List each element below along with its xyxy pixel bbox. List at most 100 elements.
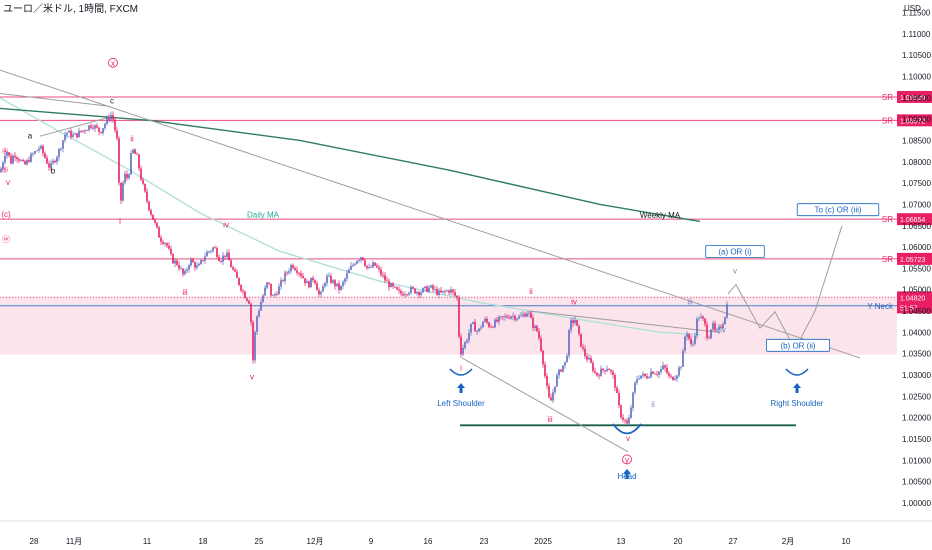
candle-body xyxy=(234,269,236,272)
candle-body xyxy=(310,277,312,288)
candle-body xyxy=(416,291,418,294)
y-tick-label: 1.01500 xyxy=(902,435,931,444)
candle-body xyxy=(64,134,66,141)
candle-body xyxy=(218,256,220,262)
candle-body xyxy=(532,318,534,328)
candle-body xyxy=(268,282,270,284)
candle-body xyxy=(412,287,414,289)
candle-body xyxy=(502,316,504,318)
candle-body xyxy=(156,222,158,228)
candle-body xyxy=(602,368,604,371)
y-tick-label: 1.08500 xyxy=(902,136,931,145)
candle-body xyxy=(380,269,382,276)
candle-body xyxy=(414,288,416,294)
candle-body xyxy=(130,153,132,175)
shoulder-arc xyxy=(449,368,473,376)
candle-body xyxy=(464,342,466,348)
candle-body xyxy=(138,154,140,169)
candle-body xyxy=(32,153,34,155)
candle-body xyxy=(334,280,336,287)
candle-body xyxy=(290,265,292,272)
candle-body xyxy=(288,271,290,273)
wave-label: iv xyxy=(720,325,726,334)
candle-body xyxy=(450,289,452,293)
candle-body xyxy=(474,322,476,332)
wave-label: iv xyxy=(223,220,229,229)
y-tick-label: 1.04000 xyxy=(902,328,931,337)
candle-body xyxy=(446,290,448,292)
x-tick-label: 13 xyxy=(617,537,626,546)
candle-body xyxy=(210,250,212,252)
candle-body xyxy=(410,287,412,293)
level-label: SR xyxy=(882,215,893,224)
candle-body xyxy=(454,292,456,296)
candle-body xyxy=(398,289,400,291)
wave-label: iv xyxy=(571,298,577,307)
annotation-label: Weekly MA xyxy=(640,211,681,220)
candle-body xyxy=(358,260,360,261)
candle-body xyxy=(300,273,302,277)
level-label: SR xyxy=(882,255,893,264)
candle-body xyxy=(698,318,700,319)
candle-body xyxy=(362,257,364,261)
candle-body xyxy=(104,123,106,129)
candle-body xyxy=(584,348,586,357)
candle-body xyxy=(120,182,122,201)
y-tick-label: 1.06500 xyxy=(902,222,931,231)
x-tick-label: 12月 xyxy=(307,537,324,546)
candle-body xyxy=(212,247,214,251)
candle-body xyxy=(214,247,216,249)
candle-body xyxy=(494,319,496,328)
candle-body xyxy=(324,283,326,287)
candle-body xyxy=(530,312,532,319)
price-tag xyxy=(897,213,932,226)
candle-body xyxy=(620,405,622,418)
candle-body xyxy=(598,375,600,377)
candle-body xyxy=(82,130,84,132)
x-tick-label: 25 xyxy=(255,537,264,546)
candle-body xyxy=(292,265,294,268)
y-tick-label: 1.04500 xyxy=(902,307,931,316)
candle-body xyxy=(276,294,278,295)
candle-body xyxy=(448,290,450,293)
candle-body xyxy=(242,290,244,292)
candle-body xyxy=(270,283,272,296)
candle-body xyxy=(12,155,14,164)
candle-body xyxy=(260,302,262,311)
candle-body xyxy=(726,304,728,318)
candle-body xyxy=(640,375,642,379)
candle-body xyxy=(96,125,98,128)
candle-body xyxy=(206,251,208,257)
wave-label: ii xyxy=(130,135,134,144)
y-tick-label: 1.08000 xyxy=(902,158,931,167)
candle-body xyxy=(6,152,8,156)
candle-body xyxy=(616,387,618,394)
candle-body xyxy=(66,132,68,135)
chart-title: ユーロ／米ドル, 1時間, FXCM xyxy=(3,2,138,15)
candle-body xyxy=(478,328,480,332)
y-tick-label: 1.00500 xyxy=(902,478,931,487)
candle-body xyxy=(282,280,284,281)
candle-body xyxy=(50,163,52,168)
y-tick-label: 1.09000 xyxy=(902,115,931,124)
candle-body xyxy=(580,333,582,347)
candle-body xyxy=(716,329,718,331)
candle-body xyxy=(470,323,472,333)
candle-body xyxy=(354,263,356,265)
candle-body xyxy=(608,368,610,371)
candle-body xyxy=(102,128,104,134)
candle-body xyxy=(452,289,454,293)
x-tick-label: 20 xyxy=(674,537,683,546)
candle-body xyxy=(200,260,202,265)
y-tick-label: 1.09500 xyxy=(902,94,931,103)
candle-body xyxy=(76,133,78,138)
wave-circle xyxy=(108,57,118,68)
candle-body xyxy=(544,364,546,377)
candle-body xyxy=(196,265,198,268)
annotation-label: To (c) OR (iii) xyxy=(814,206,861,215)
candle-body xyxy=(376,265,378,268)
candle-body xyxy=(382,275,384,276)
candle-body xyxy=(592,362,594,372)
candle-body xyxy=(204,256,206,261)
